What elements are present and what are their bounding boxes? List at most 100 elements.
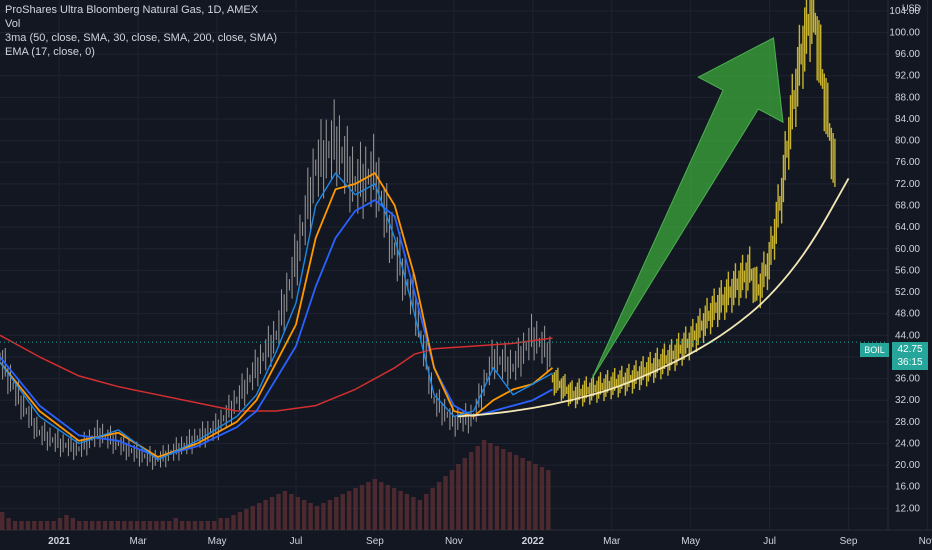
volume-bar bbox=[404, 494, 410, 530]
volume-bar bbox=[359, 485, 365, 530]
volume-bar bbox=[507, 452, 512, 530]
x-tick-label: May bbox=[208, 536, 227, 547]
y-tick-label: 48.00 bbox=[895, 309, 920, 320]
ma-indicator-label: 3ma (50, close, SMA, 30, close, SMA, 200… bbox=[5, 32, 278, 44]
volume-bar bbox=[334, 497, 339, 530]
y-tick-label: 96.00 bbox=[895, 49, 920, 60]
volume-bar bbox=[391, 488, 397, 530]
x-tick-label: May bbox=[681, 536, 700, 547]
volume-bar bbox=[366, 482, 371, 530]
volume-bar bbox=[173, 518, 178, 530]
volume-bar bbox=[51, 521, 56, 530]
volume-bar bbox=[147, 521, 153, 530]
y-tick-label: 60.00 bbox=[895, 244, 920, 255]
volume-bar bbox=[115, 521, 121, 530]
volume-bar bbox=[533, 464, 538, 530]
y-tick-label: 44.00 bbox=[895, 330, 920, 341]
volume-bar bbox=[19, 521, 24, 530]
chart-legend: ProShares Ultra Bloomberg Natural Gas, 1… bbox=[5, 3, 277, 59]
volume-bar bbox=[205, 521, 211, 530]
volume-bar bbox=[321, 503, 326, 530]
volume-bar bbox=[237, 512, 243, 530]
y-tick-label: 88.00 bbox=[895, 92, 920, 103]
volume-bar bbox=[546, 470, 551, 530]
volume-bar bbox=[199, 521, 204, 530]
x-tick-label: 2021 bbox=[48, 536, 71, 547]
volume-bar bbox=[314, 506, 320, 530]
y-tick-label: 76.00 bbox=[895, 157, 920, 168]
x-tick-label: Nov bbox=[445, 536, 463, 547]
x-tick-label: Mar bbox=[603, 536, 621, 547]
volume-bar bbox=[494, 446, 500, 530]
symbol-tag: BOIL bbox=[860, 343, 889, 357]
volume-bar bbox=[295, 497, 300, 530]
volume-bar bbox=[379, 482, 384, 530]
y-tick-label: 56.00 bbox=[895, 265, 920, 276]
x-tick-label: Jul bbox=[290, 536, 303, 547]
x-tick-label: 2022 bbox=[522, 536, 545, 547]
volume-bar bbox=[385, 485, 390, 530]
volume-bar bbox=[231, 515, 236, 530]
sma200-line bbox=[0, 334, 553, 412]
volume-bar bbox=[109, 521, 114, 530]
volume-bar bbox=[38, 521, 43, 530]
ema-indicator-label: EMA (17, close, 0) bbox=[5, 46, 95, 58]
volume-bar bbox=[12, 521, 18, 530]
volume-bar bbox=[436, 482, 442, 530]
volume-bar bbox=[244, 509, 249, 530]
y-tick-label: 16.00 bbox=[895, 482, 920, 493]
volume-bar bbox=[462, 458, 468, 530]
volume-bar bbox=[456, 464, 461, 530]
volume-bar bbox=[6, 518, 11, 530]
volume-bar bbox=[64, 515, 69, 530]
volume-bar bbox=[224, 518, 230, 530]
volume-bar bbox=[327, 500, 333, 530]
volume-bar bbox=[250, 506, 255, 530]
y-tick-label: 72.00 bbox=[895, 179, 920, 190]
x-tick-label: Nov bbox=[919, 536, 932, 547]
y-tick-label: 64.00 bbox=[895, 222, 920, 233]
volume-bar bbox=[77, 521, 82, 530]
volume-bar bbox=[179, 521, 185, 530]
last-price-tag: 42.75 bbox=[892, 342, 928, 357]
volume-bar bbox=[346, 491, 352, 530]
volume-bar bbox=[443, 476, 448, 530]
volume-bar bbox=[186, 521, 191, 530]
volume-bar bbox=[102, 521, 108, 530]
volume-bar bbox=[276, 494, 281, 530]
volume-bar bbox=[89, 521, 95, 530]
volume-bar bbox=[501, 449, 506, 530]
volume-bar bbox=[96, 521, 101, 530]
x-tick-label: Sep bbox=[840, 536, 858, 547]
volume-bar bbox=[141, 521, 146, 530]
volume-bar bbox=[192, 521, 198, 530]
support-curve bbox=[457, 178, 850, 418]
volume-bar bbox=[256, 503, 262, 530]
volume-bar bbox=[520, 458, 525, 530]
volume-bar bbox=[128, 521, 133, 530]
x-tick-label: Jul bbox=[763, 536, 776, 547]
volume-bar bbox=[282, 491, 288, 530]
volume-bar bbox=[430, 488, 435, 530]
y-tick-label: 52.00 bbox=[895, 287, 920, 298]
y-tick-label: 84.00 bbox=[895, 114, 920, 125]
volume-bar bbox=[57, 518, 63, 530]
volume-bar bbox=[289, 494, 294, 530]
volume-bar bbox=[70, 518, 76, 530]
countdown-tag: 36:15 bbox=[892, 355, 928, 370]
ema17-line bbox=[0, 172, 553, 461]
volume-bar bbox=[411, 497, 416, 530]
volume-bar bbox=[160, 521, 166, 530]
y-tick-label: 28.00 bbox=[895, 417, 920, 428]
x-tick-label: Mar bbox=[130, 536, 148, 547]
projection-arrow bbox=[591, 37, 784, 379]
volume-bar bbox=[0, 512, 5, 530]
volume-bar bbox=[269, 497, 275, 530]
volume-bar bbox=[539, 467, 545, 530]
volume-bar bbox=[301, 500, 307, 530]
volume-bar bbox=[263, 500, 268, 530]
y-tick-label: 36.00 bbox=[895, 374, 920, 385]
x-tick-label: Sep bbox=[366, 536, 384, 547]
volume-bar bbox=[469, 452, 474, 530]
